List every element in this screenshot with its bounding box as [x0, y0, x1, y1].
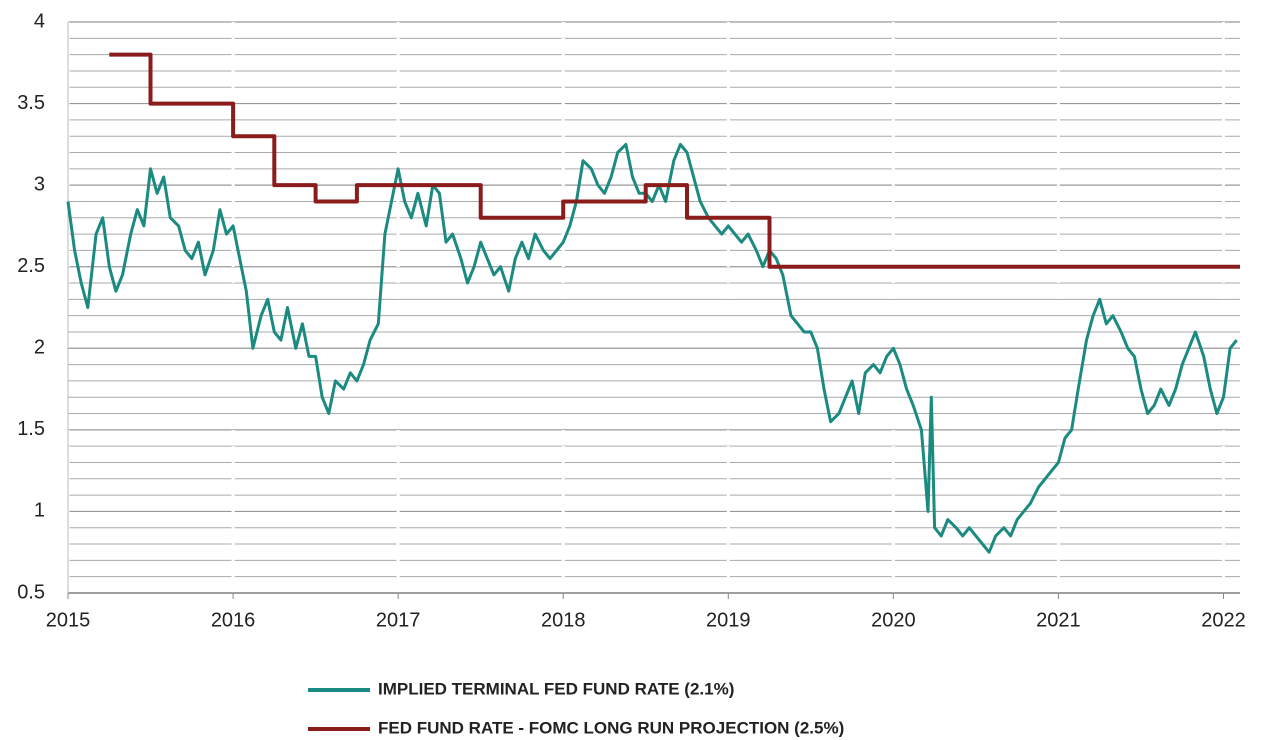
y-tick-label: 2.5 — [17, 255, 45, 277]
x-tick-label: 2021 — [1036, 609, 1081, 631]
x-tick-label: 2020 — [871, 609, 916, 631]
y-tick-label: 3 — [34, 173, 45, 195]
y-tick-label: 4 — [34, 10, 45, 32]
y-tick-label: 1 — [34, 500, 45, 522]
x-tick-label: 2018 — [541, 609, 586, 631]
series-line — [109, 52, 1240, 269]
series-line — [66, 142, 1238, 554]
legend-label: FED FUND RATE - FOMC LONG RUN PROJECTION… — [378, 718, 844, 737]
y-tick-label: 2 — [34, 337, 45, 359]
x-tick-label: 2019 — [706, 609, 751, 631]
x-tick-label: 2022 — [1201, 609, 1246, 631]
x-tick-label: 2017 — [376, 609, 421, 631]
legend-label: IMPLIED TERMINAL FED FUND RATE (2.1%) — [378, 679, 734, 698]
y-tick-label: 1.5 — [17, 418, 45, 440]
x-tick-label: 2016 — [211, 609, 256, 631]
y-tick-label: 3.5 — [17, 92, 45, 114]
x-tick-label: 2015 — [46, 609, 91, 631]
y-tick-label: 0.5 — [17, 581, 45, 603]
